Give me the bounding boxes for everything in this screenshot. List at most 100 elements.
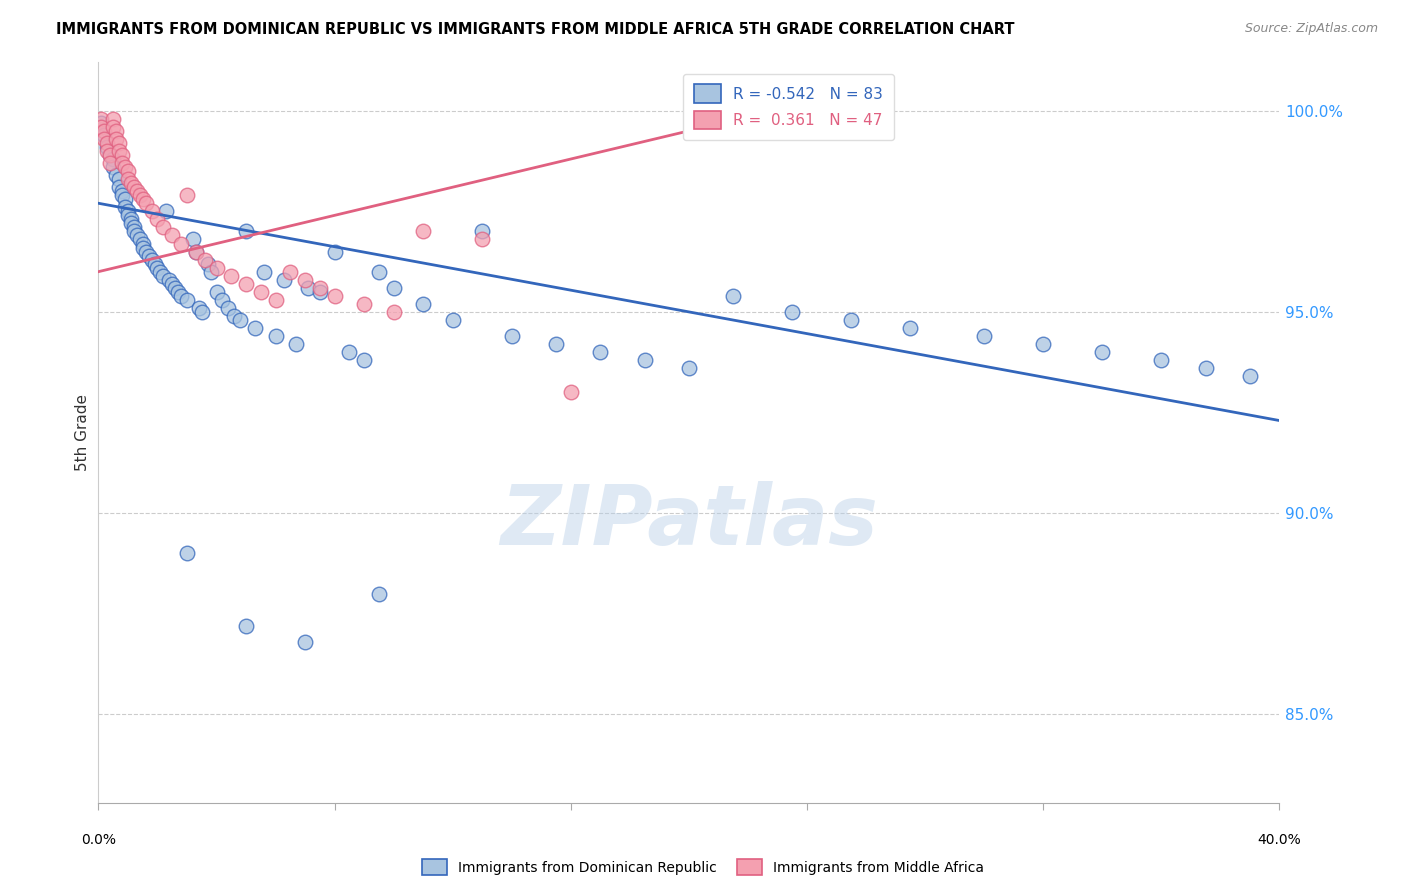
Point (114, 200, 136, 214)
Text: 0.0%: 0.0% (82, 833, 115, 847)
Point (114, 160, 136, 174)
Point (117, 204, 139, 219)
Point (128, 232, 150, 246)
Point (205, 260, 228, 275)
Point (135, 244, 157, 259)
Point (900, 321, 922, 335)
Point (105, 124, 128, 138)
Point (135, 196, 157, 211)
Point (200, 265, 222, 279)
Point (138, 249, 160, 263)
Point (122, 224, 145, 238)
Point (353, 353, 375, 368)
Point (678, 361, 700, 376)
Point (111, 184, 134, 198)
Point (132, 241, 155, 255)
Point (1239, 369, 1261, 384)
Point (122, 180, 145, 194)
Text: IMMIGRANTS FROM DOMINICAN REPUBLIC VS IMMIGRANTS FROM MIDDLE AFRICA 5TH GRADE CO: IMMIGRANTS FROM DOMINICAN REPUBLIC VS IM… (56, 22, 1015, 37)
Point (90, 112, 112, 126)
Point (170, 236, 193, 251)
Point (412, 224, 434, 238)
Point (229, 313, 252, 327)
Point (152, 268, 174, 283)
Point (120, 216, 142, 230)
Point (273, 273, 295, 287)
Point (184, 244, 207, 259)
Legend: Immigrants from Dominican Republic, Immigrants from Middle Africa: Immigrants from Dominican Republic, Immi… (416, 854, 990, 880)
Point (111, 148, 134, 162)
Point (108, 180, 131, 194)
Point (108, 136, 131, 150)
Point (368, 265, 391, 279)
Point (141, 252, 163, 267)
Point (353, 297, 375, 311)
Point (224, 309, 246, 323)
Point (382, 305, 405, 319)
Point (194, 252, 217, 267)
Point (221, 268, 243, 283)
Point (149, 265, 172, 279)
Point (120, 212, 142, 227)
Text: Source: ZipAtlas.com: Source: ZipAtlas.com (1244, 22, 1378, 36)
Y-axis label: 5th Grade: 5th Grade (75, 394, 90, 471)
Point (176, 546, 198, 560)
Point (103, 120, 125, 134)
Point (471, 224, 494, 238)
Point (235, 277, 257, 291)
Point (176, 293, 198, 307)
Text: ZIPatlas: ZIPatlas (501, 481, 877, 562)
Point (90, 120, 112, 134)
Point (132, 236, 155, 251)
Point (297, 281, 319, 295)
Point (323, 244, 346, 259)
Point (96, 140, 118, 154)
Point (264, 293, 287, 307)
Point (162, 228, 183, 243)
Point (197, 257, 219, 271)
Point (103, 152, 125, 166)
Point (165, 281, 187, 295)
Point (105, 132, 128, 146)
Point (122, 220, 145, 235)
Point (191, 305, 214, 319)
Point (117, 164, 139, 178)
Text: 40.0%: 40.0% (1257, 833, 1302, 847)
Point (93, 132, 115, 146)
Point (589, 345, 612, 359)
Point (181, 232, 204, 246)
Point (96, 136, 118, 150)
Point (264, 329, 287, 343)
Point (143, 257, 166, 271)
Point (235, 224, 257, 238)
Point (471, 232, 494, 246)
Point (96, 144, 118, 158)
Point (205, 285, 228, 299)
Point (339, 345, 361, 359)
Point (93, 128, 115, 142)
Point (723, 289, 745, 303)
Point (117, 172, 139, 186)
Point (1091, 345, 1114, 359)
Point (114, 192, 136, 206)
Point (132, 192, 155, 206)
Point (634, 353, 657, 368)
Point (560, 385, 582, 400)
Point (501, 329, 523, 343)
Point (412, 297, 434, 311)
Point (309, 281, 332, 295)
Point (170, 289, 193, 303)
Point (1032, 337, 1054, 351)
Point (1195, 361, 1218, 376)
Point (176, 188, 198, 202)
Point (120, 176, 142, 190)
Point (103, 160, 125, 174)
Point (187, 301, 209, 315)
Point (98, 156, 121, 170)
Point (782, 305, 804, 319)
Point (280, 265, 302, 279)
Point (167, 285, 190, 299)
Point (90, 116, 112, 130)
Point (111, 188, 134, 202)
Legend: R = -0.542   N = 83, R =  0.361   N = 47: R = -0.542 N = 83, R = 0.361 N = 47 (683, 74, 894, 140)
